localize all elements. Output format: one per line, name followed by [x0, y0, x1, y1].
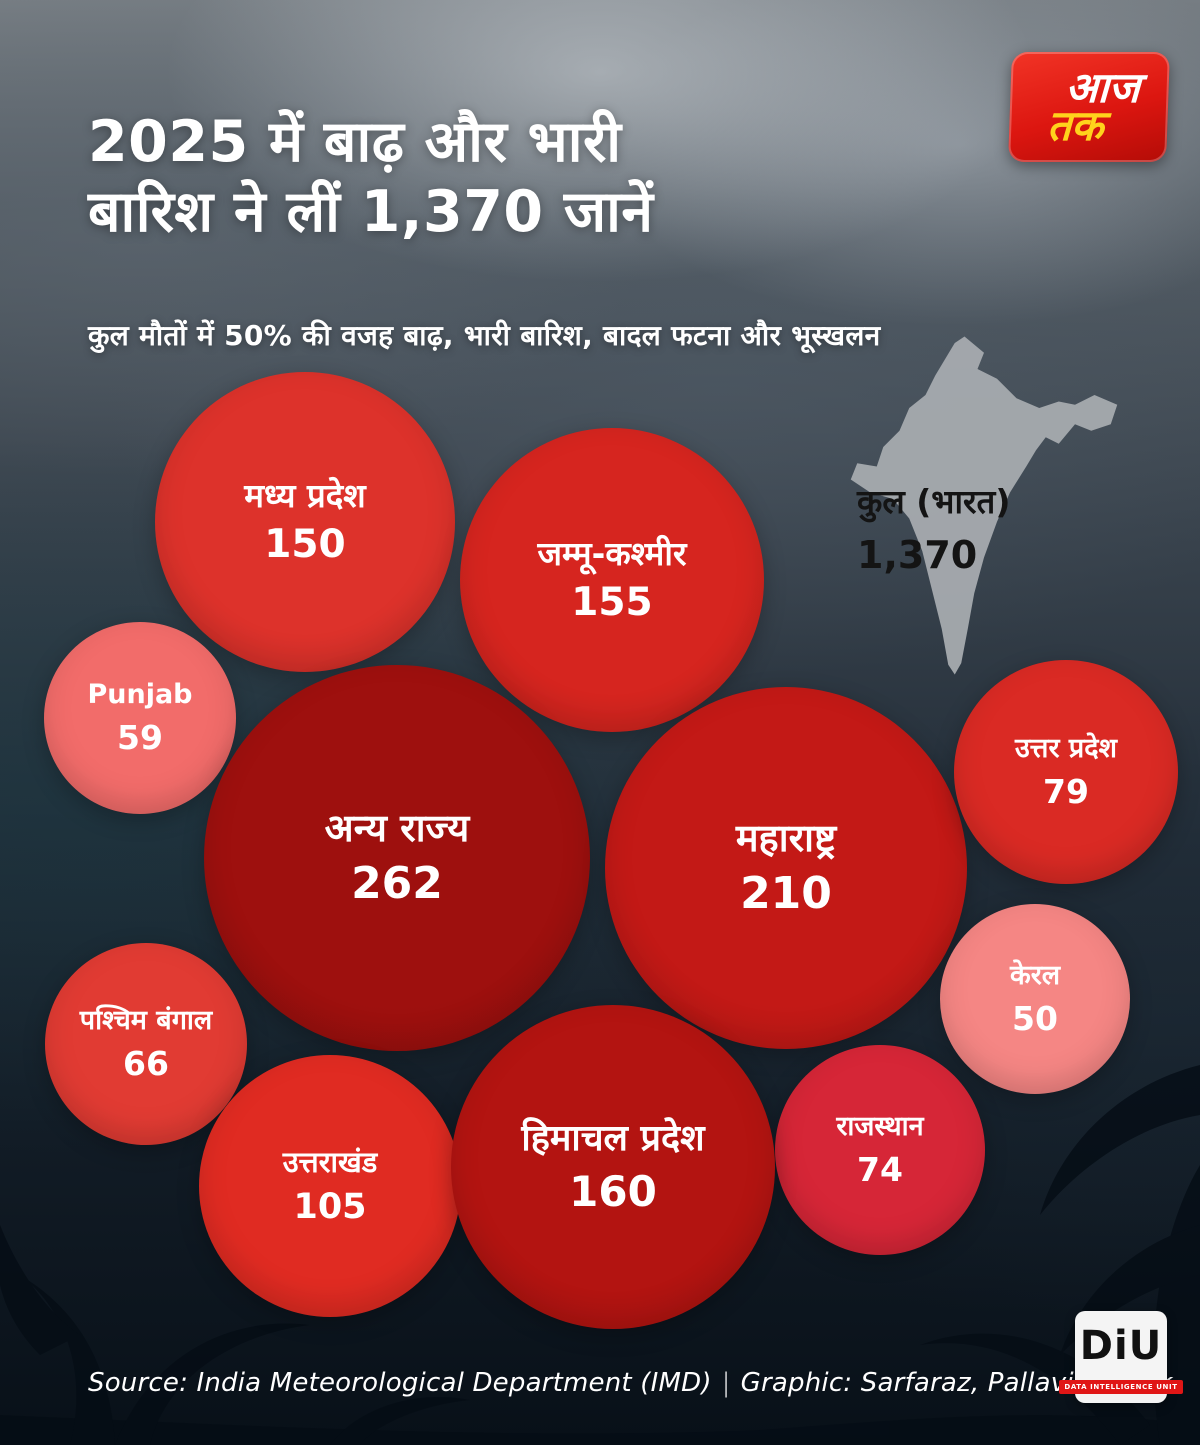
source-separator: | [721, 1368, 731, 1398]
bubble-uttarakhand: उत्तराखंड 105 [199, 1055, 461, 1317]
bubble-label-other-states: अन्य राज्य [324, 805, 470, 850]
bubble-maharashtra: महाराष्ट्र 210 [605, 687, 967, 1049]
bubble-value-uttarakhand: 105 [293, 1187, 367, 1228]
bubble-value-punjab: 59 [117, 718, 163, 758]
diu-logo: DiU DATA INTELLIGENCE UNIT [1059, 1311, 1183, 1403]
bubble-other-states: अन्य राज्य 262 [204, 665, 590, 1051]
bubble-value-kerala: 50 [1012, 999, 1058, 1039]
bubble-label-west-bengal: पश्चिम बंगाल [79, 1005, 213, 1037]
bubble-value-other-states: 262 [351, 858, 443, 910]
page-title: 2025 में बाढ़ और भारी बारिश ने लीं 1,370 … [88, 108, 654, 247]
bubble-label-maharashtra: महाराष्ट्र [735, 815, 837, 860]
bubble-jammu-kashmir: जम्मू-कश्मीर 155 [460, 428, 764, 732]
bubble-value-rajasthan: 74 [857, 1150, 903, 1190]
bubble-uttar-pradesh: उत्तर प्रदेश 79 [954, 660, 1178, 884]
bubble-label-jammu-kashmir: जम्मू-कश्मीर [537, 533, 687, 573]
bubble-label-kerala: केरल [1009, 960, 1061, 992]
india-total-value: 1,370 [857, 533, 978, 577]
bubble-label-uttar-pradesh: उत्तर प्रदेश [1015, 733, 1117, 765]
bubble-west-bengal: पश्चिम बंगाल 66 [45, 943, 247, 1145]
diu-logo-text: DiU [1079, 1322, 1163, 1369]
india-map-icon [850, 336, 1118, 675]
diu-logo-tagline: DATA INTELLIGENCE UNIT [1059, 1380, 1183, 1394]
india-map: कुल (भारत) 1,370 [805, 330, 1150, 720]
bubble-himachal-pradesh: हिमाचल प्रदेश 160 [451, 1005, 775, 1329]
bubble-label-rajasthan: राजस्थान [836, 1111, 924, 1143]
india-total: कुल (भारत) 1,370 [857, 478, 1010, 577]
page-subtitle: कुल मौतों में 50% की वजह बाढ़, भारी बारि… [88, 319, 881, 352]
bubble-value-himachal-pradesh: 160 [569, 1167, 657, 1217]
bubble-label-uttarakhand: उत्तराखंड [282, 1144, 378, 1179]
bubble-label-punjab: Punjab [87, 679, 193, 711]
bubble-value-madhya-pradesh: 150 [264, 522, 346, 568]
title-line-1: 2025 में बाढ़ और भारी [88, 109, 622, 176]
bubble-value-west-bengal: 66 [123, 1044, 169, 1084]
bubble-punjab: Punjab 59 [44, 622, 236, 814]
india-total-label: कुल (भारत) [857, 482, 1011, 521]
source-text: Source: India Meteorological Department … [88, 1368, 712, 1398]
bubble-rajasthan: राजस्थान 74 [775, 1045, 985, 1255]
bubble-value-uttar-pradesh: 79 [1043, 772, 1089, 812]
source-credit-line: Source: India Meteorological Department … [88, 1368, 1173, 1398]
bubble-madhya-pradesh: मध्य प्रदेश 150 [155, 372, 455, 672]
title-line-2: बारिश ने लीं 1,370 जानें [88, 178, 654, 245]
bubble-value-jammu-kashmir: 155 [571, 580, 653, 626]
bubble-value-maharashtra: 210 [740, 868, 832, 920]
bubble-kerala: केरल 50 [940, 904, 1130, 1094]
bubble-label-himachal-pradesh: हिमाचल प्रदेश [521, 1118, 705, 1160]
bubble-label-madhya-pradesh: मध्य प्रदेश [244, 475, 366, 515]
